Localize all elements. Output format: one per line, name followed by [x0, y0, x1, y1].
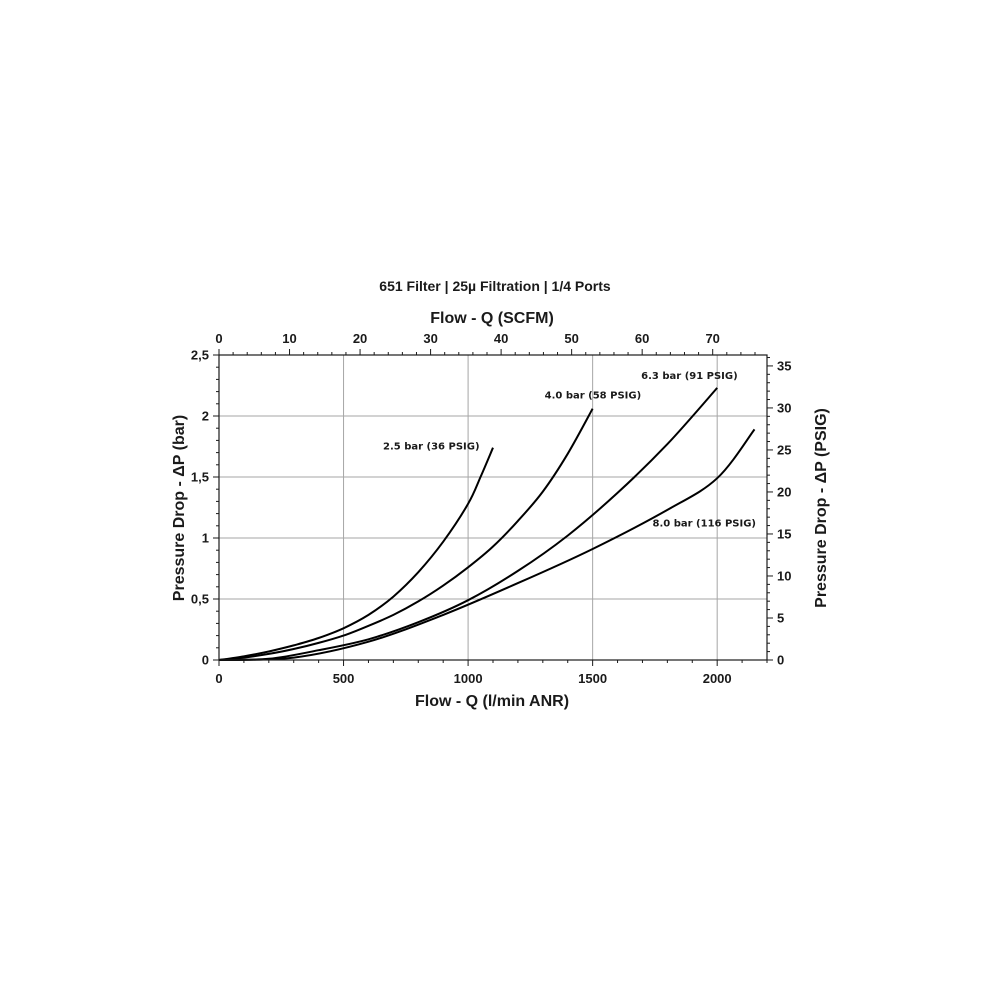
left-axis-tick-label: 0 [202, 653, 209, 668]
bottom-axis-title: Flow - Q (l/min ANR) [415, 693, 569, 710]
top-axis-tick-label: 10 [282, 331, 296, 346]
right-axis-tick-label: 30 [777, 400, 791, 415]
axis-ticks [213, 349, 773, 666]
series-labels: 2.5 bar (36 PSIG) 4.0 bar (58 PSIG) 6.3 ba… [383, 371, 756, 529]
series-curve [218, 387, 718, 661]
top-axis-title: Flow - Q (SCFM) [430, 310, 554, 327]
top-axis-tick-label: 0 [215, 331, 222, 346]
series-curve [218, 408, 594, 661]
series-curve [218, 447, 494, 661]
series-label: 4.0 bar (58 PSIG) [545, 391, 642, 402]
grid-lines [218, 354, 767, 661]
top-axis-tick-label: 30 [423, 331, 437, 346]
bottom-axis-tick-label: 1500 [578, 671, 607, 686]
right-axis-tick-label: 35 [777, 358, 791, 373]
right-axis-tick-label: 5 [777, 610, 784, 625]
left-axis-tick-label: 2 [202, 409, 209, 424]
bottom-axis-tick-label: 500 [333, 671, 355, 686]
series-label: 8.0 bar (116 PSIG) [653, 518, 756, 529]
right-axis-tick-label: 10 [777, 568, 791, 583]
chart-title: 651 Filter | 25µ Filtration | 1/4 Ports [379, 278, 611, 294]
bottom-axis-tick-label: 1000 [454, 671, 483, 686]
top-axis-tick-label: 70 [705, 331, 719, 346]
top-axis-tick-label: 50 [564, 331, 578, 346]
bottom-axis-tick-label: 2000 [703, 671, 732, 686]
right-axis-tick-label: 0 [777, 653, 784, 668]
top-axis-tick-label: 60 [635, 331, 649, 346]
right-axis-tick-label: 25 [777, 442, 791, 457]
left-axis-tick-label: 1,5 [191, 470, 209, 485]
plot-frame [218, 354, 768, 661]
top-axis-tick-label: 40 [494, 331, 508, 346]
series-curve [218, 428, 756, 661]
left-axis-tick-label: 0,5 [191, 592, 209, 607]
top-axis-tick-label: 20 [353, 331, 367, 346]
left-axis-title: Pressure Drop - ΔP (bar) [171, 415, 188, 601]
right-axis-title: Pressure Drop - ΔP (PSIG) [813, 408, 830, 608]
left-axis-tick-label: 2,5 [191, 348, 209, 363]
right-axis-tick-label: 20 [777, 484, 791, 499]
bottom-axis-tick-label: 0 [215, 671, 222, 686]
series-curves [218, 387, 756, 661]
series-label: 6.3 bar (91 PSIG) [641, 371, 738, 382]
left-axis-tick-label: 1 [202, 531, 209, 546]
series-label: 2.5 bar (36 PSIG) [383, 442, 480, 453]
right-axis-tick-label: 15 [777, 526, 791, 541]
